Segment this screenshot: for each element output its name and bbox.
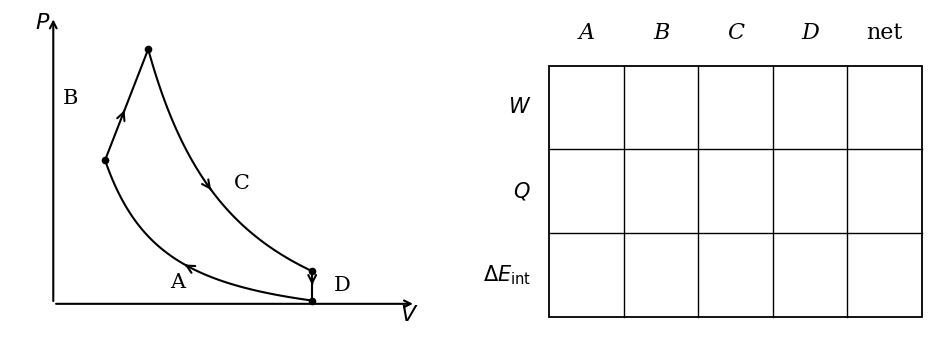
Text: D: D [801,22,819,44]
Text: $W$: $W$ [507,98,531,117]
Text: A: A [579,22,595,44]
Text: D: D [334,276,351,295]
Text: $Q$: $Q$ [513,180,531,202]
Bar [550,66,922,317]
Text: A: A [171,273,186,292]
Text: C: C [727,22,744,44]
Text: B: B [653,22,670,44]
Text: $P$: $P$ [35,12,50,34]
Text: B: B [63,89,78,108]
Text: $\Delta E_{\mathrm{int}}$: $\Delta E_{\mathrm{int}}$ [483,263,531,287]
Text: C: C [234,174,250,193]
Text: $V$: $V$ [400,304,418,326]
Text: net: net [867,22,902,44]
